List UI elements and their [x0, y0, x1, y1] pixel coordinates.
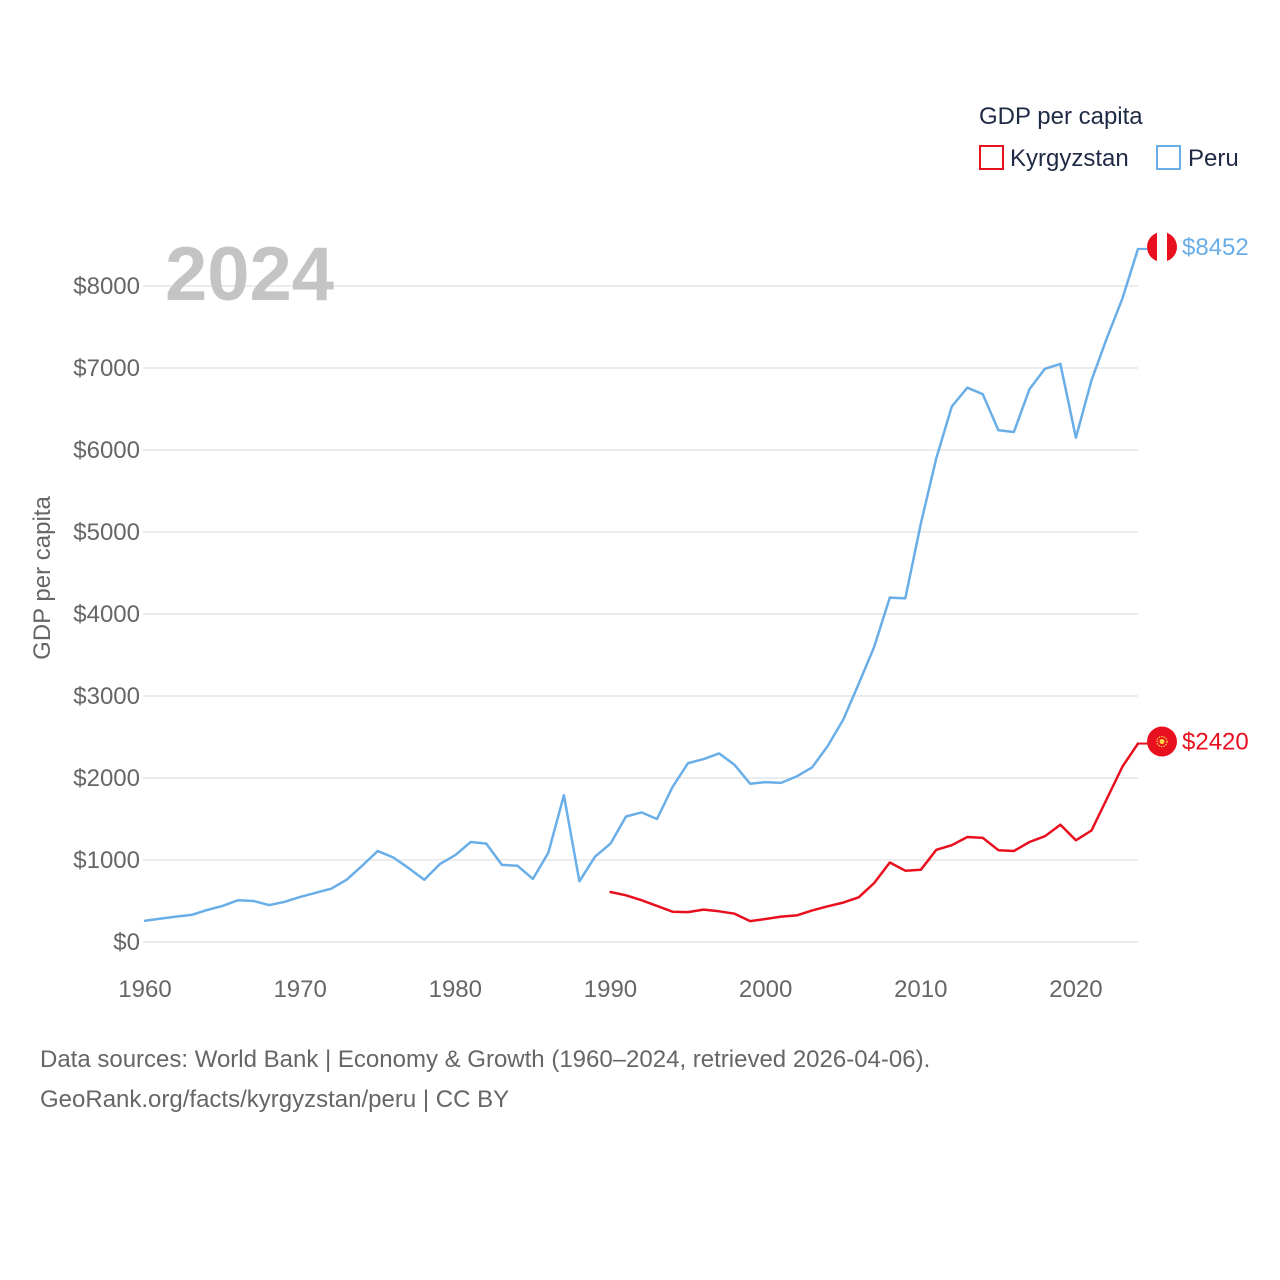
x-tick-label: 1990 — [584, 976, 637, 1003]
y-tick-label: $8000 — [73, 273, 140, 300]
series-line-kyrgyzstan[interactable] — [609, 742, 1140, 923]
series-lines — [143, 247, 1140, 923]
x-axis-ticks: 1960 1970 1980 1990 2000 2010 2020 — [118, 976, 1102, 1003]
end-labels: $2420 $8452 — [1138, 231, 1249, 757]
source-url-text: GeoRank.org/facts/kyrgyzstan/peru | CC B… — [40, 1086, 510, 1113]
series-line-peru[interactable] — [143, 247, 1140, 922]
legend-label-kyrgyzstan: Kyrgyzstan — [1010, 145, 1129, 172]
y-tick-label: $0 — [113, 929, 140, 956]
data-source-text: Data sources: World Bank | Economy & Gro… — [40, 1046, 931, 1073]
y-axis-title: GDP per capita — [29, 496, 56, 660]
legend: GDP per capita Kyrgyzstan Peru — [979, 103, 1239, 172]
legend-title: GDP per capita — [979, 103, 1143, 130]
end-label-peru: $8452 — [1182, 234, 1249, 261]
footer: Data sources: World Bank | Economy & Gro… — [40, 1040, 930, 1120]
end-label-kyrgyzstan: $2420 — [1182, 729, 1249, 756]
x-tick-label: 1970 — [273, 976, 326, 1003]
legend-item-peru[interactable]: Peru — [1156, 145, 1239, 172]
x-tick-label: 2020 — [1049, 976, 1102, 1003]
y-tick-label: $2000 — [73, 765, 140, 792]
y-tick-label: $7000 — [73, 355, 140, 382]
peru-flag-icon — [1147, 231, 1177, 262]
x-tick-label: 2000 — [739, 976, 792, 1003]
current-year-label: 2024 — [165, 232, 334, 317]
gdp-line-chart: $0 $1000 $2000 $3000 $4000 $5000 $6000 $7000 $80… — [29, 103, 1249, 1003]
y-tick-label: $3000 — [73, 683, 140, 710]
y-tick-label: $4000 — [73, 601, 140, 628]
y-tick-label: $6000 — [73, 437, 140, 464]
legend-item-kyrgyzstan[interactable]: Kyrgyzstan — [979, 145, 1129, 172]
legend-label-peru: Peru — [1188, 145, 1239, 172]
y-tick-label: $5000 — [73, 519, 140, 546]
y-tick-label: $1000 — [73, 847, 140, 874]
y-axis-ticks: $0 $1000 $2000 $3000 $4000 $5000 $6000 $7000 $80… — [73, 273, 140, 956]
gridlines — [143, 285, 1138, 943]
legend-swatch-kyrgyzstan — [979, 145, 1004, 170]
legend-swatch-peru — [1156, 145, 1181, 170]
x-tick-label: 1980 — [429, 976, 482, 1003]
x-tick-label: 2010 — [894, 976, 947, 1003]
x-tick-label: 1960 — [118, 976, 171, 1003]
kyrgyzstan-flag-icon — [1147, 726, 1177, 757]
